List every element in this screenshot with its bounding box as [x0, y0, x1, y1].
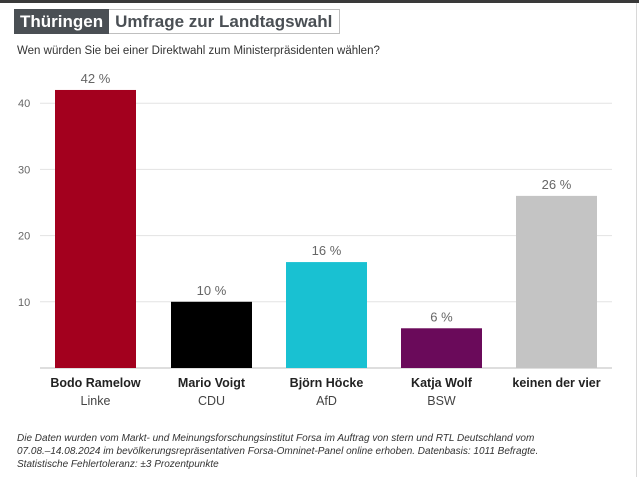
party-label: AfD: [316, 394, 337, 408]
chart-title: Umfrage zur Landtagswahl: [109, 9, 341, 34]
bar-0: [55, 89, 136, 369]
category-label: Katja Wolf: [411, 376, 473, 390]
source-line-1: Die Daten wurden vom Markt- und Meinungs…: [17, 433, 535, 444]
source-note: Die Daten wurden vom Markt- und Meinungs…: [17, 432, 623, 471]
bar-value-label: 6 %: [430, 309, 453, 324]
source-line-2: 07.08.–14.08.2024 im bevölkerungsrepräse…: [17, 446, 539, 457]
chart-question: Wen würden Sie bei einer Direktwahl zum …: [17, 45, 380, 57]
category-label: keinen der vier: [512, 376, 600, 390]
y-tick-label: 10: [18, 297, 30, 309]
source-line-3: Statistische Fehlertoleranz: ±3 Prozentp…: [17, 459, 219, 470]
bar-value-label: 16 %: [312, 243, 342, 258]
bar-value-label: 10 %: [197, 283, 227, 298]
y-tick-label: 20: [18, 231, 30, 243]
top-border: [0, 0, 639, 3]
category-label: Björn Höcke: [290, 376, 364, 390]
category-labels: Bodo Ramelow Linke Mario Voigt CDU Björn Höc…: [50, 376, 600, 408]
bar-1: [171, 301, 252, 368]
bar-chart: 10 20 30 40 42 % 10 % 16 % 6 % 26 % Bodo Ramelo…: [18, 71, 612, 408]
value-labels: 42 % 10 % 16 % 6 % 26 %: [81, 71, 572, 324]
region-tag: Thüringen: [14, 9, 110, 34]
bars: [55, 89, 597, 369]
y-tick-label: 40: [18, 98, 30, 110]
party-label: CDU: [198, 394, 225, 408]
category-label: Bodo Ramelow: [50, 376, 141, 390]
bar-value-label: 26 %: [542, 177, 572, 192]
bar-4: [516, 195, 597, 368]
category-label: Mario Voigt: [178, 376, 246, 390]
right-border: [636, 3, 637, 477]
y-tick-label: 30: [18, 164, 30, 176]
bar-2: [286, 262, 367, 368]
party-label: Linke: [81, 394, 111, 408]
bar-value-label: 42 %: [81, 71, 111, 86]
party-label: BSW: [427, 394, 456, 408]
y-axis-ticks: 10 20 30 40: [18, 98, 30, 309]
chart-header: Thüringen Umfrage zur Landtagswahl: [14, 9, 341, 34]
bar-3: [401, 328, 482, 368]
